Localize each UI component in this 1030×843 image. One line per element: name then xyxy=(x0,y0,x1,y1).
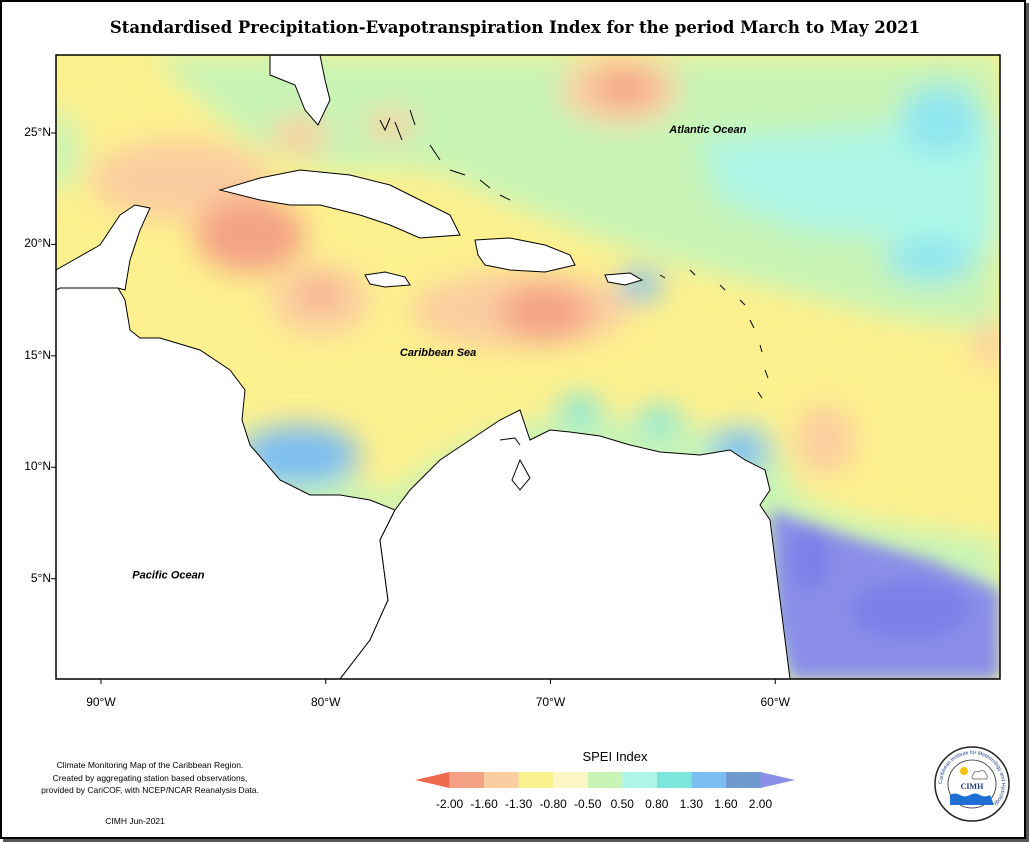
lat-tick-label: 25°N xyxy=(24,125,51,139)
legend-tick-label: -2.00 xyxy=(436,797,464,811)
legend-swatch xyxy=(656,772,692,788)
legend-tick-label: -1.60 xyxy=(470,797,498,811)
legend-swatch xyxy=(484,772,519,788)
cloud-icon xyxy=(971,770,988,780)
legend-tick-label: 0.50 xyxy=(611,797,635,811)
credits-line-3: provided by CariCOF, with NCEP/NCAR Rean… xyxy=(41,785,259,795)
lon-tick-label: 80°W xyxy=(310,695,341,709)
lon-tick-label: 90°W xyxy=(86,695,116,709)
legend-arrow-low xyxy=(415,772,450,788)
puerto-rico xyxy=(604,272,644,286)
land xyxy=(56,55,791,679)
legend-tick-label: 2.00 xyxy=(749,797,773,811)
ocean-label: Atlantic Ocean xyxy=(668,124,746,136)
legend-swatch xyxy=(553,772,588,788)
legend-swatch xyxy=(725,772,761,788)
sun-icon xyxy=(960,767,968,775)
map-title: Standardised Precipitation-Evapotranspir… xyxy=(109,18,921,37)
hispaniola xyxy=(474,237,576,273)
legend-arrow-high xyxy=(760,772,795,788)
legend-swatch xyxy=(622,772,657,788)
jamaica xyxy=(364,271,411,288)
cimh-logo: CIMH Caribbean Institute for Meteorology… xyxy=(934,746,1010,822)
ocean-label: Pacific Ocean xyxy=(132,570,204,582)
spei-legend: -2.00 -1.60 -1.30 -0.80 -0.50 0.50 0.80 1.30 1.6… xyxy=(415,772,795,811)
cuba xyxy=(218,169,461,239)
lat-tick-label: 20°N xyxy=(24,236,51,251)
islands xyxy=(379,109,769,491)
guianas-wet xyxy=(770,510,1000,679)
ocean-labels: Atlantic Ocean Caribbean Sea Pacific Ocean xyxy=(132,124,746,582)
ocean-label: Caribbean Sea xyxy=(400,347,476,359)
map-credits: Climate Monitoring Map of the Caribbean … xyxy=(30,759,270,797)
axis-ticks xyxy=(51,132,776,684)
credits-date: CIMH Jun-2021 xyxy=(105,816,165,826)
legend-tick-label: 1.30 xyxy=(680,797,704,811)
plot-border xyxy=(55,54,1001,680)
credits-line-1: Climate Monitoring Map of the Caribbean … xyxy=(56,760,244,770)
south-america xyxy=(339,409,791,679)
legend-swatch xyxy=(691,772,726,788)
credits-line-2: Created by aggregating station based obs… xyxy=(52,772,248,783)
legend-title: SPEI Index xyxy=(582,749,648,764)
lat-tick-label: 10°N xyxy=(24,459,51,474)
yucatan xyxy=(56,204,151,291)
legend-tick-label: 0.80 xyxy=(645,797,669,811)
logo-text: CIMH xyxy=(961,782,984,791)
lat-tick-label: 5°N xyxy=(30,570,51,585)
legend-tick-label: -0.80 xyxy=(540,797,568,811)
legend-swatch xyxy=(587,772,623,788)
legend-tick-label: 1.60 xyxy=(714,797,738,811)
lon-tick-label: 60°W xyxy=(760,695,790,709)
legend-swatch xyxy=(518,772,554,788)
lon-tick-label: 70°W xyxy=(535,695,566,709)
legend-tick-label: -1.30 xyxy=(505,797,533,811)
spei-map: Atlantic Ocean Caribbean Sea Pacific Ocean xyxy=(51,54,1001,684)
legend-swatch xyxy=(449,772,485,788)
florida xyxy=(269,55,331,126)
legend-tick-label: -0.50 xyxy=(574,797,602,811)
lat-tick-label: 15°N xyxy=(24,347,51,362)
water-icon xyxy=(950,793,994,805)
